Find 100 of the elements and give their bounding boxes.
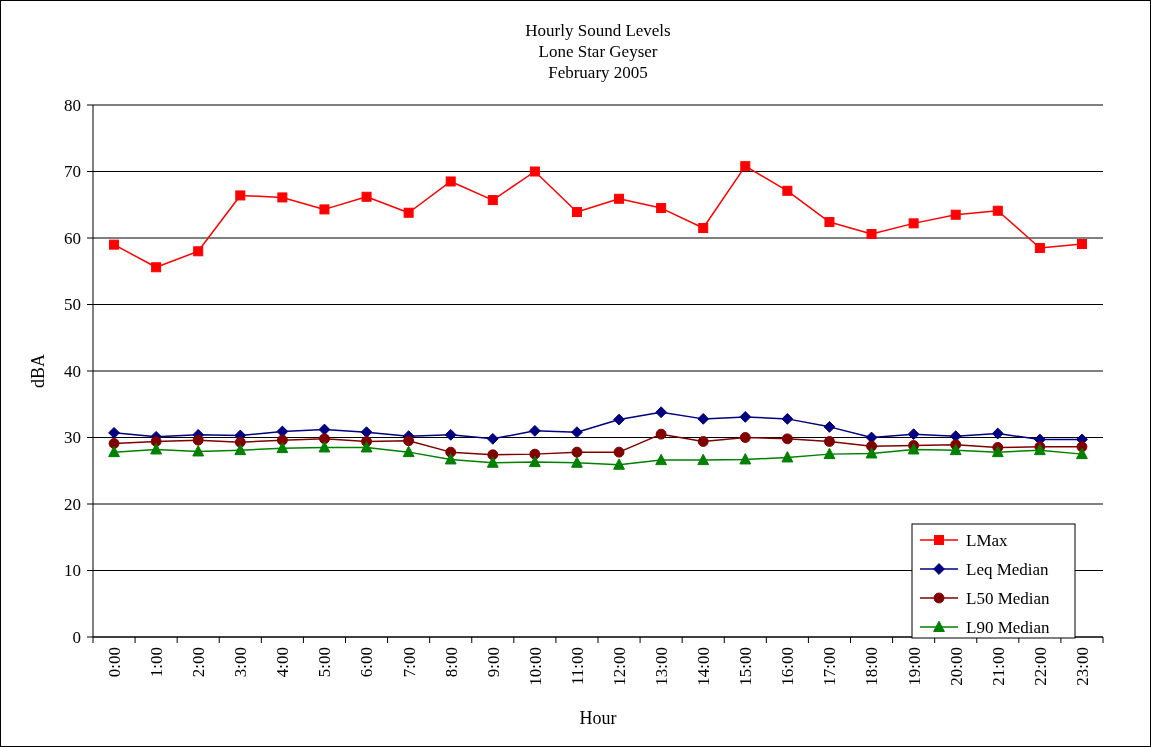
point [656,203,667,214]
point [824,217,835,228]
point [907,428,920,441]
point [193,246,204,257]
y-axis-title: dBA [28,353,48,389]
point [991,445,1004,458]
point [235,190,246,201]
x-axis-title: Hour [579,708,617,728]
point [739,432,751,443]
point [360,441,373,453]
x-tick-label: 15:00 [736,647,756,686]
x-tick-label: 16:00 [778,647,798,686]
x-tick-label: 13:00 [652,647,672,686]
point [571,207,582,218]
point [192,434,204,446]
x-tick-label: 20:00 [946,647,966,686]
x-tick-label: 6:00 [357,647,377,678]
point [782,185,793,196]
point [486,456,499,468]
point [655,406,668,419]
chart-title: Hourly Sound Levels Lone Star Geyser February 2005 [525,21,671,82]
point [318,423,331,436]
point [655,428,667,440]
x-tick-label: 1:00 [147,647,167,678]
y-tick-label: 20 [64,494,81,514]
point [571,426,583,439]
x-tick-label: 9:00 [483,647,503,678]
point [192,445,205,457]
point [823,447,836,460]
y-tick-label: 30 [64,428,81,448]
y-tick-label: 60 [64,228,81,248]
point [108,438,120,449]
point [781,412,794,425]
y-tick-label: 40 [64,361,81,381]
point [991,427,1004,440]
y-tick-label: 0 [72,627,81,647]
point [445,176,456,187]
point [613,446,625,458]
x-tick-label: 8:00 [441,647,461,678]
point [907,443,920,455]
point [740,161,751,172]
x-tick-label: 11:00 [567,647,587,686]
point [276,441,289,454]
point [109,239,120,250]
y-tick-label: 80 [64,95,81,115]
x-tick-label: 2:00 [189,647,209,678]
point [361,191,372,202]
point [613,413,625,426]
point [697,436,709,447]
legend-label: L50 Median [966,588,1051,608]
point [866,229,877,240]
point [234,443,247,456]
point [277,192,288,203]
point [908,218,919,229]
point [655,453,668,466]
point [992,205,1003,216]
point [150,443,163,455]
point [614,193,625,204]
point [739,453,752,465]
y-tick-label: 10 [64,561,81,581]
x-tick-label: 0:00 [104,647,124,678]
point [403,435,415,447]
point [1034,242,1045,253]
point [529,166,540,177]
point [528,455,541,468]
point [739,410,752,423]
x-tick-label: 19:00 [904,647,924,686]
y-tick-label: 70 [64,162,81,182]
point [486,432,499,445]
x-tick-label: 5:00 [315,647,335,678]
x-tick-label: 10:00 [525,647,545,686]
point [444,428,457,441]
point [697,412,710,425]
point [823,420,836,433]
point [318,441,331,453]
point [865,447,878,459]
point [781,433,793,445]
y-tick-label: 50 [64,295,81,315]
x-tick-label: 14:00 [694,647,714,686]
point [781,451,794,463]
x-tick-label: 18:00 [862,647,882,686]
point [108,426,120,439]
point [108,445,120,458]
point [528,424,541,437]
point [1076,238,1087,249]
point [487,195,498,206]
x-tick-label: 7:00 [399,647,419,678]
point [444,453,457,465]
x-tick-label: 3:00 [231,647,251,678]
x-tick-label: 4:00 [273,647,293,678]
x-tick-label: 23:00 [1072,647,1092,686]
legend-label: LMax [966,530,1009,550]
point [319,204,330,215]
point [571,446,583,458]
x-tick-label: 12:00 [609,647,629,686]
x-tick-label: 17:00 [820,647,840,686]
point [613,458,625,470]
point [571,456,583,468]
point [949,443,962,456]
point [697,453,710,466]
